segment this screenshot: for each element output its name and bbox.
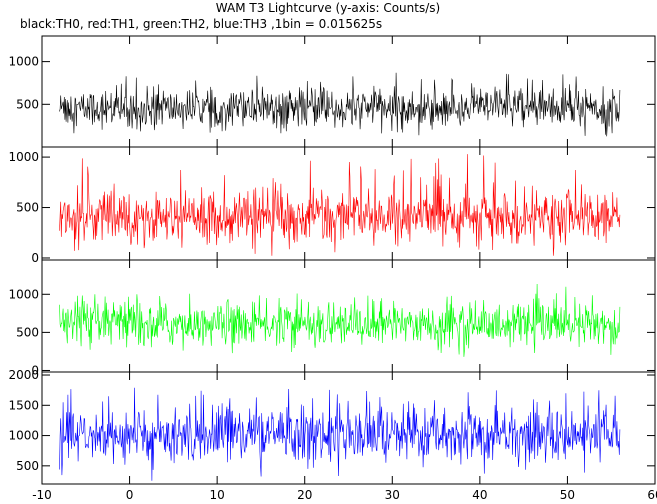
- panel-frame: [41, 371, 656, 485]
- x-tick-label: 10: [210, 488, 225, 502]
- x-tick-label: 20: [297, 488, 312, 502]
- panel-frame: [41, 259, 656, 373]
- y-tick-label: 2000: [8, 368, 39, 382]
- y-tick-label: 500: [16, 459, 39, 473]
- y-tick-label: 1000: [8, 429, 39, 443]
- series-line-th0: [59, 72, 621, 137]
- y-tick-label: 1000: [8, 287, 39, 301]
- series-line-th1: [59, 154, 621, 256]
- x-tick-label: -10: [32, 488, 52, 502]
- panel-th2: 0 500 1000: [8, 259, 656, 377]
- series-line-th3: [59, 387, 621, 481]
- panel-frame: [41, 146, 656, 261]
- y-tick-label: 500: [16, 97, 39, 111]
- panels: 50010000500100005001000500100015002000-1…: [8, 35, 657, 502]
- y-tick-label: 0: [31, 251, 39, 265]
- y-tick-label: 500: [16, 201, 39, 215]
- y-tick-label: 500: [16, 325, 39, 339]
- x-tick-label: 50: [560, 488, 575, 502]
- x-tick-label: 30: [385, 488, 400, 502]
- panel-th1: 0 500 1000: [8, 146, 656, 265]
- chart-title: WAM T3 Lightcurve (y-axis: Counts/s): [216, 1, 440, 15]
- panel-th0: 500 1000: [8, 35, 656, 148]
- series-line-th2: [59, 283, 621, 357]
- y-tick-label: 1500: [8, 398, 39, 412]
- x-tick-label: 40: [472, 488, 487, 502]
- x-tick-label: 60: [647, 488, 657, 502]
- chart-subtitle: black:TH0, red:TH1, green:TH2, blue:TH3 …: [20, 17, 382, 31]
- panel-th3: 500 1000 1500 2000: [8, 368, 656, 485]
- y-tick-label: 1000: [8, 150, 39, 164]
- x-tick-label: 0: [126, 488, 134, 502]
- y-tick-label: 0: [31, 363, 39, 377]
- y-tick-label: 1000: [8, 55, 39, 69]
